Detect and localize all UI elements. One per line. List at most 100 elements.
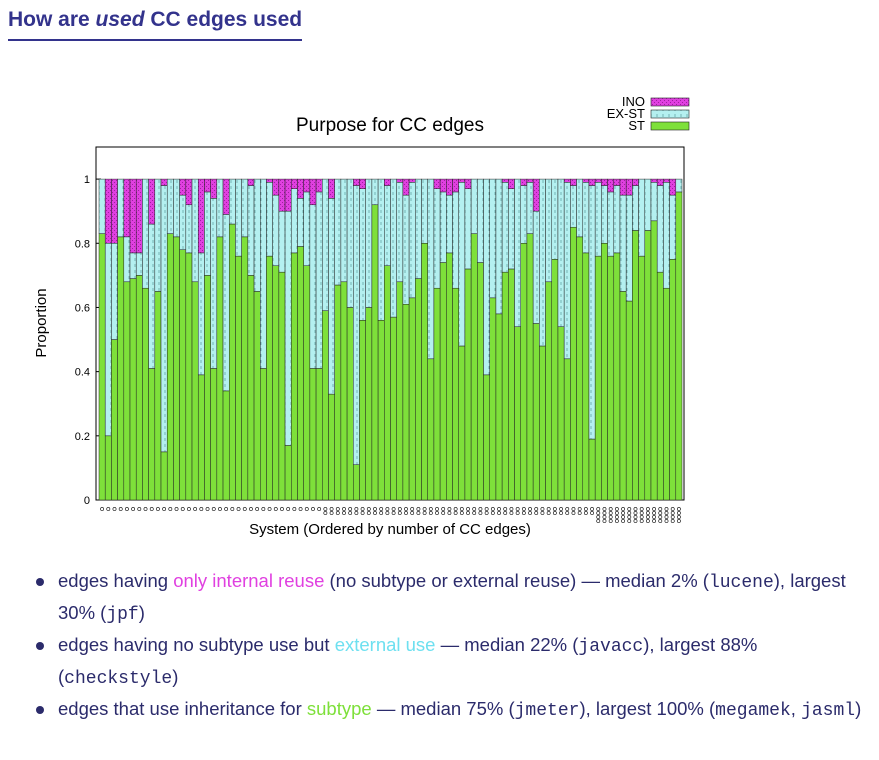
x-tick-marker	[478, 511, 483, 515]
bar-ex-st	[322, 178, 329, 311]
bar-ino	[458, 178, 466, 183]
bar-st	[104, 435, 112, 501]
bar-ino	[309, 178, 317, 206]
x-tick-marker	[298, 507, 303, 511]
x-tick-marker	[614, 507, 619, 511]
x-tick-marker	[528, 511, 532, 515]
x-tick-marker	[621, 519, 625, 523]
x-tick-marker	[596, 511, 601, 515]
bar-ex-st	[228, 178, 236, 225]
x-tick-marker	[137, 507, 142, 511]
x-tick-marker	[162, 507, 167, 511]
bar-st	[390, 316, 397, 501]
bar-ino	[179, 178, 187, 196]
bar-st	[371, 204, 379, 501]
bar-ex-st	[266, 182, 273, 257]
bar-st	[458, 345, 466, 501]
bar-ex-st	[619, 194, 627, 292]
bar-ino	[278, 178, 286, 212]
bar-st	[309, 368, 317, 501]
bar-ex-st	[526, 182, 534, 234]
bar-ex-st	[551, 178, 559, 260]
bar-ex-st	[111, 243, 118, 340]
bar-ino	[328, 178, 335, 199]
bar-ex-st	[402, 194, 410, 305]
x-tick-marker	[664, 515, 669, 519]
bar-st	[588, 438, 596, 501]
x-tick-marker	[484, 507, 489, 511]
x-tick-marker	[658, 511, 663, 515]
bullet-text: ,	[790, 698, 802, 719]
bar-st	[266, 255, 273, 501]
x-tick-marker	[391, 507, 396, 511]
x-tick-marker	[670, 511, 675, 515]
legend-swatch	[650, 97, 690, 107]
bar-ex-st	[607, 191, 615, 257]
bar-ino	[396, 178, 404, 183]
bar-ex-st	[582, 182, 590, 254]
x-tick-marker	[428, 511, 433, 515]
bar-ino	[526, 178, 534, 183]
x-tick-marker	[602, 519, 607, 523]
bar-ino	[520, 178, 528, 186]
x-tick-marker	[168, 507, 173, 511]
x-tick-marker	[391, 511, 396, 515]
x-tick-marker	[676, 519, 681, 523]
bar-ex-st	[260, 178, 267, 369]
bar-ino	[563, 178, 571, 183]
x-tick-marker	[602, 511, 607, 515]
x-tick-marker	[652, 507, 656, 511]
bar-st	[291, 252, 298, 501]
bar-ex-st	[216, 178, 224, 238]
x-tick-marker	[360, 507, 365, 511]
x-tick-marker	[627, 519, 632, 523]
bar-st	[210, 368, 218, 501]
x-tick-marker	[329, 507, 334, 511]
bar-ex-st	[669, 194, 677, 260]
bar-ex-st	[303, 191, 311, 266]
bar-st	[123, 281, 131, 501]
bar-ex-st	[458, 182, 466, 347]
bar-ex-st	[204, 191, 211, 276]
x-tick-marker	[404, 511, 408, 515]
y-tick-label: 0.6	[75, 302, 90, 314]
bar-st	[228, 223, 236, 501]
x-tick-marker	[236, 507, 241, 511]
x-tick-marker	[652, 511, 656, 515]
bar-ino	[663, 178, 670, 183]
bar-st	[638, 255, 646, 501]
x-tick-marker	[602, 507, 607, 511]
x-tick-marker	[652, 519, 656, 523]
bar-ex-st	[675, 178, 683, 193]
bar-st	[377, 320, 385, 501]
bar-ino	[272, 178, 280, 196]
bar-st	[570, 226, 577, 501]
bullet-text: edges that use inheritance for	[58, 698, 307, 719]
bar-ex-st	[477, 178, 484, 263]
x-tick-marker	[447, 507, 452, 511]
bar-ex-st	[514, 178, 521, 327]
x-tick-marker	[608, 515, 613, 519]
x-tick-marker	[447, 511, 452, 515]
x-tick-marker	[342, 511, 346, 515]
x-tick-marker	[509, 507, 514, 511]
x-tick-markers	[100, 507, 681, 523]
bar-ex-st	[427, 178, 435, 360]
bullet-text: ), largest 88% (	[58, 634, 758, 687]
x-tick-marker	[416, 507, 421, 511]
bar-ex-st	[539, 178, 546, 347]
x-tick-marker	[515, 507, 520, 511]
x-tick-marker	[273, 507, 278, 511]
x-tick-marker	[404, 507, 408, 511]
bar-ino	[135, 178, 143, 254]
x-tick-marker	[528, 507, 532, 511]
x-tick-marker	[249, 507, 253, 511]
x-tick-marker	[497, 507, 501, 511]
bar-st	[446, 252, 453, 501]
bar-st	[365, 307, 373, 501]
bar-ex-st	[663, 182, 670, 289]
bar-st	[675, 191, 683, 501]
bullet-text: — median 75% (	[371, 698, 515, 719]
bar-ino	[123, 178, 131, 238]
bar-ex-st	[532, 210, 540, 324]
